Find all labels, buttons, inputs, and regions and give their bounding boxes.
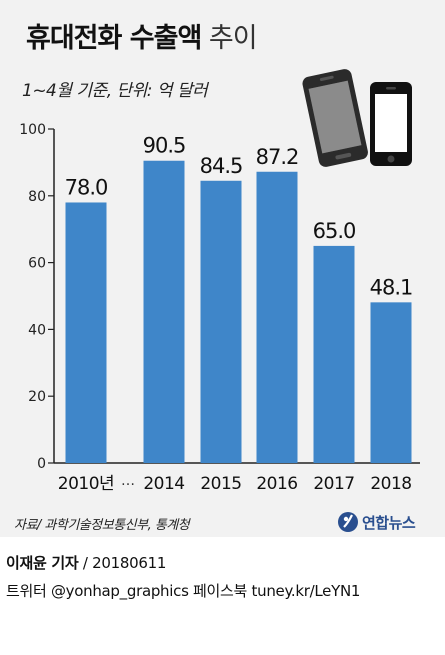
x-category-label: 2018: [370, 474, 411, 494]
x-category-label: 2010년: [58, 474, 114, 494]
source-note: 자료/ 과학기술정보통신부, 통계청: [14, 518, 190, 533]
bar-value-label: 65.0: [313, 219, 356, 243]
smartphones-icon: [302, 69, 412, 167]
reporter-name: 이재윤 기자: [6, 554, 79, 572]
x-category-label: 2014: [143, 474, 184, 494]
x-category-label: 2015: [200, 474, 241, 494]
brand-name: 연합뉴스: [362, 513, 416, 532]
bar: [370, 302, 412, 463]
bar-value-label: 78.0: [65, 175, 108, 199]
bar: [65, 202, 107, 464]
y-tick-label: 80: [28, 189, 46, 205]
chart-title-suffix: 추이: [208, 23, 258, 54]
reporter-line: 이재윤 기자 / 20180611: [6, 552, 166, 573]
y-tick-label: 60: [28, 256, 46, 272]
yonhap-logo-icon: [338, 512, 358, 532]
x-category-label: 2017: [313, 474, 354, 494]
chart-subtitle: 1~4월 기준, 단위: 억 달러: [22, 81, 208, 101]
y-tick-label: 100: [19, 122, 46, 138]
brand-logo: 연합뉴스: [336, 509, 416, 535]
axis-break-label: …: [121, 473, 135, 489]
bar: [313, 245, 355, 463]
bar-value-label: 48.1: [370, 275, 413, 299]
chart-title-main: 휴대전화 수출액: [26, 23, 202, 54]
x-category-label: 2016: [256, 474, 297, 494]
bar-chart: 0 20 40 60 80 100 78.0 2010년 90.5 2014 84.5 2015 87.…: [19, 122, 420, 494]
bar-value-label: 90.5: [143, 134, 186, 158]
bar: [256, 171, 298, 463]
infographic-card: 휴대전화 수출액 추이 1~4월 기준, 단위: 억 달러 0 20 40 60 80 1…: [0, 0, 445, 537]
social-links: 트위터 @yonhap_graphics 페이스북 tuney.kr/LeYN1: [6, 582, 361, 600]
bar: [143, 160, 185, 464]
y-tick-label: 20: [28, 389, 46, 405]
chart-title: 휴대전화 수출액 추이: [26, 16, 258, 55]
publish-date: / 20180611: [82, 554, 167, 572]
bar: [200, 180, 242, 463]
bar-value-label: 87.2: [256, 145, 299, 169]
y-tick-label: 40: [28, 322, 46, 338]
y-tick-label: 0: [37, 456, 46, 472]
bar-value-label: 84.5: [200, 154, 243, 178]
